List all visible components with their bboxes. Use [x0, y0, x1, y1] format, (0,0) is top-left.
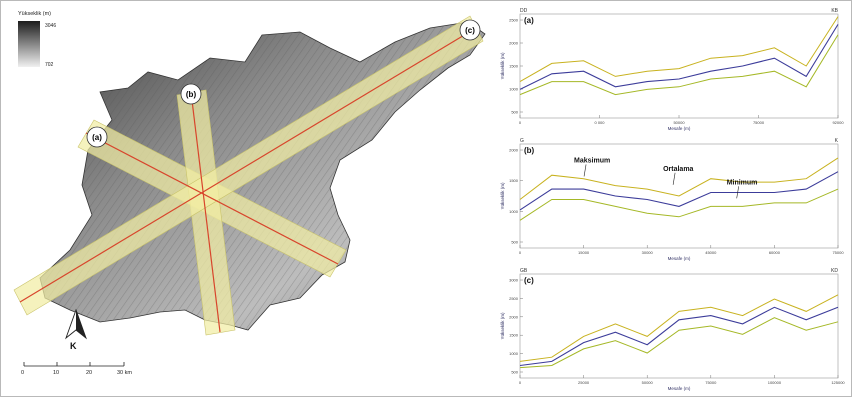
x-tick-label: 125000: [831, 380, 845, 385]
annotation-arrow: [736, 186, 739, 199]
y-tick-label: 500: [511, 370, 518, 375]
swath-c: [13, 15, 484, 316]
x-tick-label: 50000: [642, 380, 654, 385]
series-line-ortalama: [519, 171, 839, 211]
profile-lines: [19, 27, 477, 333]
x-axis-label: Mesafe (m): [668, 126, 691, 131]
series-line-minimum: [519, 188, 839, 221]
corner-right-label: KD: [831, 268, 838, 274]
annotation-maksimum: Maksimum: [574, 157, 610, 164]
y-tick-label: 1500: [509, 333, 519, 338]
annotation-arrow: [672, 172, 676, 185]
scale-tick-0: 0: [21, 370, 25, 376]
corner-right-label: KB: [831, 8, 838, 14]
series-line-ortalama: [519, 306, 839, 367]
series-line-maksimum: [519, 294, 839, 362]
marker-a-label: (a): [92, 133, 102, 142]
y-tick-label: 1000: [509, 87, 519, 92]
x-tick-label: 92000: [832, 120, 844, 125]
y-tick-label: 2000: [509, 41, 519, 46]
y-tick-label: 500: [511, 240, 518, 245]
x-tick-label: 0: [519, 380, 522, 385]
chart-tag-label: (b): [524, 146, 535, 155]
y-tick-label: 2500: [509, 18, 519, 23]
y-tick-label: 500: [511, 110, 518, 115]
profile-chart-c: GB KD (c) Yükseklik (m) 3000 2500 2000 1500 1000…: [498, 264, 848, 392]
chart-tag-label: (c): [524, 276, 534, 285]
x-tick-label: 0: [519, 120, 522, 125]
x-tick-label: 30000: [642, 250, 654, 255]
legend-title: Yükseklik (m): [18, 11, 52, 17]
profile-line-a: [85, 132, 339, 265]
x-tick-label: 75000: [753, 120, 765, 125]
chart-svg-c: GB KD (c) Yükseklik (m) 3000 2500 2000 1500 1000…: [500, 268, 845, 391]
annotation-minimum: Minimum: [727, 179, 758, 186]
annotation-ortalama: Ortalama: [663, 166, 693, 173]
annotation-arrow: [583, 164, 587, 177]
y-tick-label: 1000: [509, 351, 519, 356]
scale-tick-20: 20: [86, 370, 93, 376]
scale-bar: [23, 362, 125, 367]
scale-tick-30: 30 km: [117, 370, 132, 376]
series-line-maksimum: [519, 16, 839, 83]
profile-markers: (a) (b) (c): [86, 19, 481, 148]
x-tick-label: 50000: [673, 120, 685, 125]
profile-chart-b: G K (b) Yükseklik (m) 2000 1500 1000 500 0 15000 3…: [498, 134, 848, 262]
profile-line-b: [190, 91, 221, 333]
scale-tick-10: 10: [53, 370, 60, 376]
marker-b-label: (b): [186, 90, 197, 99]
y-tick-label: 1500: [509, 64, 519, 69]
corner-left-label: G: [520, 138, 524, 144]
x-tick-label: 0 000: [594, 120, 605, 125]
y-axis-label: Yükseklik (m): [500, 52, 505, 80]
y-tick-label: 2000: [509, 314, 519, 319]
marker-c-label: (c): [465, 26, 475, 35]
plot-frame: [519, 13, 839, 119]
y-tick-label: 1000: [509, 209, 519, 214]
x-axis-label: Mesafe (m): [668, 386, 691, 391]
corner-left-label: GB: [520, 268, 528, 274]
x-tick-label: 25000: [578, 380, 590, 385]
y-tick-label: 2000: [509, 148, 519, 153]
x-tick-label: 60000: [769, 250, 781, 255]
plot-frame: [519, 273, 839, 379]
chart-svg-b: G K (b) Yükseklik (m) 2000 1500 1000 5000 15000 3…: [500, 138, 844, 261]
x-tick-label: 45000: [705, 250, 717, 255]
x-tick-label: 100000: [768, 380, 782, 385]
y-tick-label: 2500: [509, 296, 519, 301]
x-axis-label: Mesafe (m): [668, 256, 691, 261]
series-line-minimum: [519, 317, 839, 369]
series-line-minimum: [519, 34, 839, 96]
x-tick-label: 15000: [578, 250, 590, 255]
legend-min: 702: [45, 62, 54, 68]
y-tick-label: 1500: [509, 178, 519, 183]
x-tick-label: 75000: [832, 250, 844, 255]
profile-chart-a: DD KB (a) Yükseklik (m) 2500 2000 1500 1000 500 0…: [498, 4, 848, 132]
chart-tag-label: (a): [524, 16, 534, 25]
y-axis-label: Yükseklik (m): [500, 182, 505, 210]
y-tick-label: 3000: [509, 278, 519, 283]
legend-max: 3046: [45, 23, 57, 29]
elevation-map: (a) (b) (c): [13, 15, 486, 367]
profile-line-c: [19, 27, 477, 303]
x-tick-label: 0: [519, 250, 522, 255]
series-line-maksimum: [519, 157, 839, 200]
series-line-ortalama: [519, 24, 839, 90]
y-axis-label: Yükseklik (m): [500, 312, 505, 340]
chart-svg-a: DD KB(a)Yükseklik (m)25002000150010005000…: [500, 8, 844, 131]
north-arrow-icon: [65, 308, 87, 340]
corner-right-label: K: [835, 138, 839, 144]
x-tick-label: 75000: [705, 380, 717, 385]
north-label: K: [70, 341, 77, 351]
corner-left-label: DD: [520, 8, 528, 14]
legend-color-ramp: [18, 21, 40, 67]
